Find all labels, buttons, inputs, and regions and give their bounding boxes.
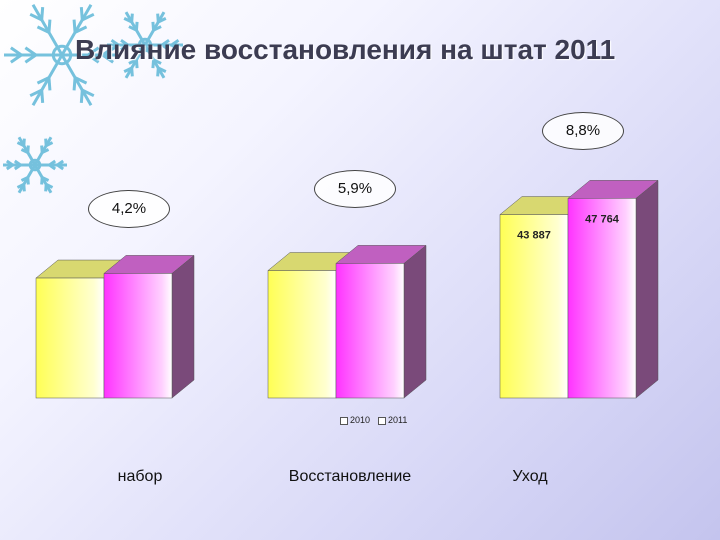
category-label-nabor: набор	[117, 468, 163, 485]
legend-item-2011: 2011	[378, 415, 407, 425]
percent-label-nabor: 4,2%	[88, 190, 170, 228]
bar-2011-0	[103, 254, 195, 399]
category-label-ukhod: Уход	[512, 468, 548, 485]
bar-2011-2	[567, 179, 659, 399]
legend: 2010 2011	[340, 415, 407, 425]
percent-label-ukhod: 8,8%	[542, 112, 624, 150]
chart-title: Влияние восстановления на штат 2011	[75, 34, 616, 65]
bar-2011-1	[335, 244, 427, 399]
value-label-2011: 47 764	[585, 213, 620, 225]
snowflake-icon	[3, 136, 67, 194]
percent-label-vosstanovlenie: 5,9%	[314, 170, 396, 208]
snowflake-icon	[107, 11, 183, 79]
legend-item-2010: 2010	[340, 415, 370, 425]
snowflake-icon	[4, 4, 120, 106]
category-label-vosstanovlenie: Восстановление	[288, 468, 412, 485]
value-label-2010: 43 887	[517, 230, 551, 242]
